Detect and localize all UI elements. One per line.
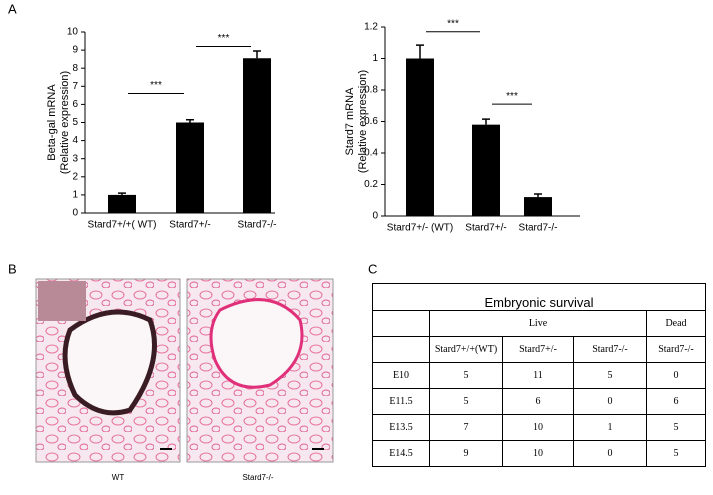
y-axis-label: Stard7 mRNA [344,87,356,156]
table-cell: 0 [646,362,706,389]
table-cell: 9 [429,440,503,467]
x-tick-label: Stard7+/- [465,223,506,234]
table-cell: Stard7+/+(WT) [429,336,503,363]
table-cell: 0 [573,440,647,467]
significance-label: *** [150,80,162,91]
bar [108,194,136,213]
y-tick-label: 8 [72,63,78,74]
histology-ko [186,278,334,463]
panel-label: C [368,261,377,276]
bar [472,124,500,216]
y-tick-label: 4 [72,135,78,146]
y-tick-label: 1 [72,190,78,201]
table-cell: Stard7+/- [502,336,574,363]
x-tick-label: Stard7-/- [519,223,558,234]
table-cell: E13.5 [372,414,430,441]
x-tick-label: Stard7+/+( WT) [88,220,157,231]
table-cell: 7 [429,414,503,441]
y-tick-label: 3 [72,153,78,164]
table-cell [372,336,430,363]
table-cell: 11 [502,362,574,389]
table-cell: 1 [573,414,647,441]
y-tick-label: 0 [72,208,78,219]
panel-label: B [8,261,17,276]
y-tick-label: 0 [372,211,378,222]
table-cell: 0 [573,388,647,415]
y-tick-label: 9 [72,45,78,56]
bar [176,122,204,213]
x-tick-label: Stard7+/- (WT) [387,223,453,234]
image-caption: WT [112,473,125,482]
table-cell: 5 [646,440,706,467]
table-row: Stard7+/+(WT) Stard7+/- Stard7-/- Stard7-/- [372,336,706,363]
error-bar [534,193,542,198]
y-tick-label: 2 [72,171,78,182]
y-tick-label: 0.2 [364,179,378,190]
error-bar [416,44,424,59]
error-bar [118,192,126,195]
table-cell: 5 [646,414,706,441]
y-axis-label: (Relative expression) [59,71,71,174]
table-cell: 5 [429,388,503,415]
table-row: E13.5 7 10 1 5 [372,414,706,441]
histology-wt [35,278,181,463]
y-tick-label: 10 [67,27,79,38]
table-row: E11.5 5 6 0 6 [372,388,706,415]
y-tick-label: 1.2 [364,22,378,33]
y-tick-label: 0.8 [364,85,378,96]
error-bar [253,50,261,59]
table-row: E10 5 11 5 0 [372,362,706,389]
table-row: Embryonic survival [372,283,706,311]
table-cell: 6 [646,388,706,415]
table-cell: Live [429,310,647,337]
y-tick-label: 5 [72,117,78,128]
x-tick-label: Stard7+/- [169,220,210,231]
table-cell: 6 [502,388,574,415]
survival-table: Embryonic survival Live Dead Stard7+/+(WT) S… [372,283,706,467]
table-row: E14.5 9 10 0 5 [372,440,706,467]
significance-label: *** [447,18,459,29]
table-cell: 10 [502,414,574,441]
y-axis-label: (Relative expression) [357,70,369,173]
table-cell [372,310,430,337]
error-bar [482,118,490,125]
y-tick-label: 1 [372,53,378,64]
table-row: Live Dead [372,310,706,337]
table-cell: Stard7-/- [646,336,706,363]
table-cell: Embryonic survival [372,283,706,311]
y-tick-label: 0.4 [364,148,378,159]
error-bar [186,119,194,123]
bar [243,58,271,214]
bar [406,58,434,216]
table-cell: 10 [502,440,574,467]
table-cell: 5 [429,362,503,389]
y-axis-label: Beta-gal mRNA [46,84,58,161]
bar [524,197,552,216]
table-cell: E10 [372,362,430,389]
x-tick-label: Stard7-/- [238,220,277,231]
image-caption: Stard7-/- [242,473,273,482]
table-cell: E14.5 [372,440,430,467]
table-cell: 5 [573,362,647,389]
panel-label: A [8,1,17,16]
y-tick-label: 7 [72,81,78,92]
y-tick-label: 6 [72,99,78,110]
table-cell: Dead [646,310,706,337]
table-cell: E11.5 [372,388,430,415]
significance-label: *** [506,91,518,102]
table-cell: Stard7-/- [573,336,647,363]
y-tick-label: 0.6 [364,116,378,127]
significance-label: *** [218,33,230,44]
